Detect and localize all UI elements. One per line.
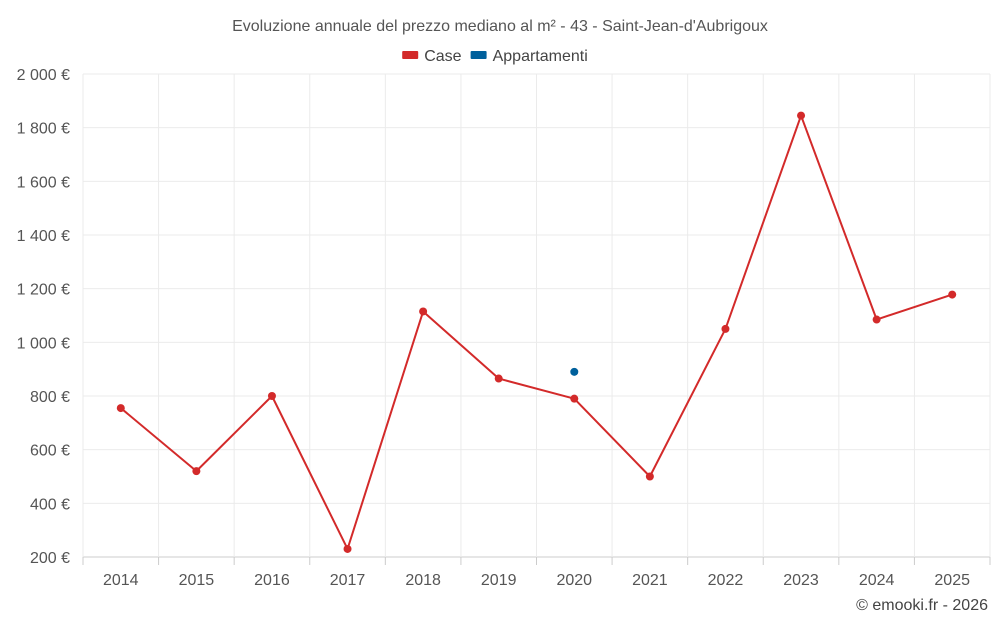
data-point-case-2023[interactable] [797,111,806,120]
x-tick-label: 2022 [708,572,744,589]
y-tick-label: 400 € [30,496,70,513]
x-tick-label: 2020 [556,572,592,589]
legend-label: Appartamenti [493,48,588,65]
x-axis-ticks: 2014 2015 2016 2017 2018 2019 2020 2021 2022 2023… [103,572,970,589]
data-point-case-2019[interactable] [494,374,503,383]
data-point-case-2024[interactable] [872,315,881,324]
x-tick-label: 2014 [103,572,139,589]
legend-swatch [470,51,487,59]
y-tick-label: 1 800 € [17,121,70,138]
y-axis-ticks: 200 € 400 € 600 € 800 € 1 000 € 1 200 € 1 400 … [17,67,70,567]
series-line-0 [120,114,953,550]
y-tick-label: 1 200 € [17,282,70,299]
series-points [116,111,957,553]
data-point-case-2016[interactable] [267,392,276,400]
x-tick-label: 2025 [934,572,970,589]
x-tick-label: 2017 [330,572,366,589]
y-tick-label: 200 € [30,550,70,567]
data-point-case-2025[interactable] [948,290,957,299]
series-lines [120,114,953,550]
chart-title: Evoluzione annuale del prezzo mediano al… [232,18,768,35]
y-tick-label: 1 400 € [17,228,70,245]
data-point-case-2014[interactable] [116,404,125,413]
credit: © emooki.fr - 2026 [856,597,988,614]
data-point-case-2021[interactable] [645,472,654,481]
x-tick-label: 2023 [783,572,819,589]
y-tick-label: 2 000 € [17,67,70,84]
legend-label: Case [424,48,461,65]
data-point-case-2022[interactable] [721,324,730,333]
x-tick-label: 2024 [859,572,895,589]
grid [82,73,991,565]
legend-item-1[interactable]: Appartamenti [470,48,588,65]
data-point-case-2017[interactable] [343,544,352,553]
data-point-case-2018[interactable] [419,307,428,316]
legend: Case Appartamenti [402,48,588,65]
data-point-case-2015[interactable] [192,467,201,476]
legend-swatch [402,51,419,59]
x-tick-label: 2016 [254,572,290,589]
y-tick-label: 1 600 € [17,174,70,191]
x-tick-label: 2015 [179,572,215,589]
legend-item-0[interactable]: Case [402,48,462,65]
y-tick-label: 600 € [30,443,70,460]
y-tick-label: 800 € [30,389,70,406]
x-tick-label: 2019 [481,572,517,589]
y-tick-label: 1 000 € [17,335,70,352]
x-tick-label: 2018 [405,572,441,589]
data-point-case-2020[interactable] [570,394,579,403]
x-tick-label: 2021 [632,572,668,589]
data-point-appartamenti-2020[interactable] [570,367,579,376]
